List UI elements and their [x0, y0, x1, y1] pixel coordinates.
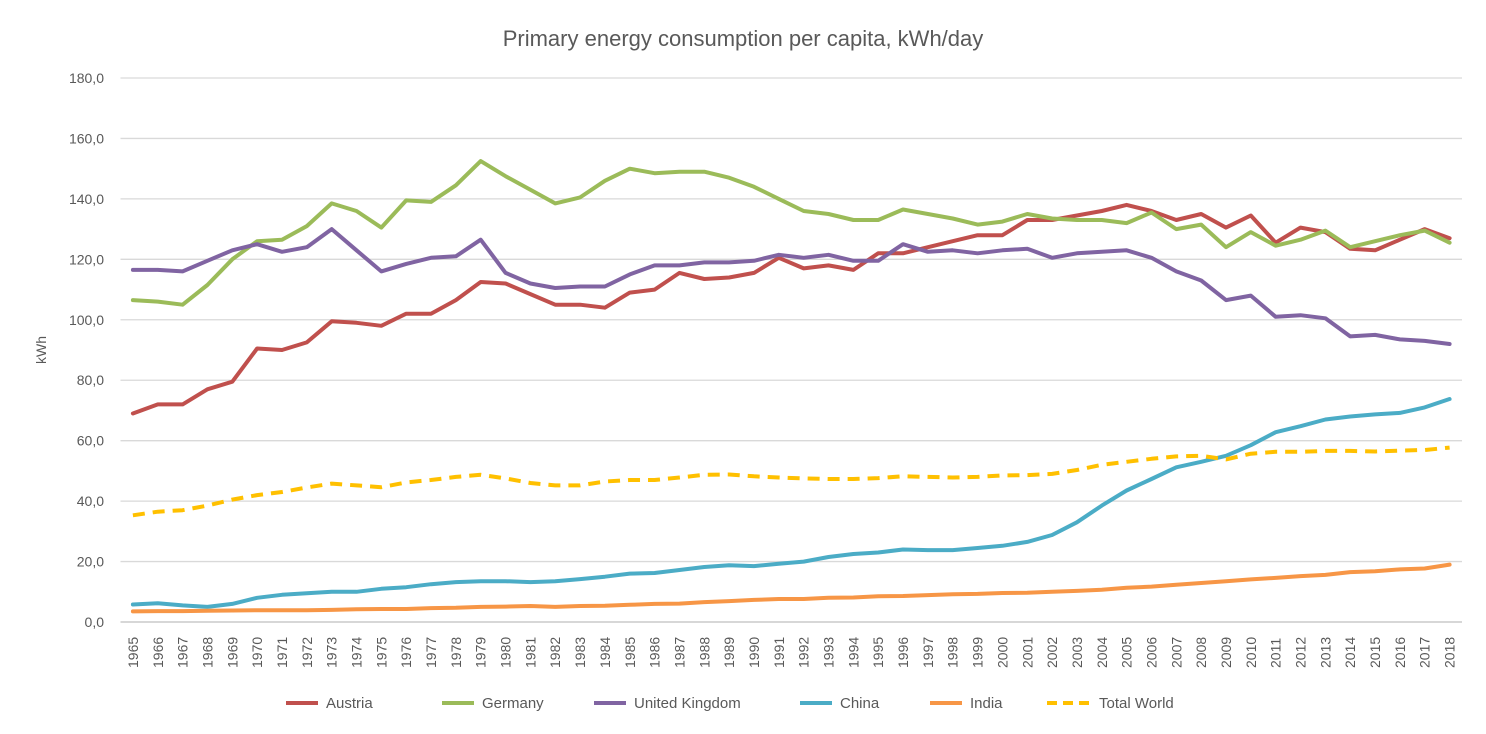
x-tick-label: 2008	[1193, 637, 1209, 668]
legend-label: China	[840, 695, 880, 712]
x-tick-label: 1965	[125, 637, 141, 668]
x-tick-label: 1969	[224, 637, 240, 668]
x-tick-label: 2009	[1218, 637, 1234, 668]
x-tick-labels: 1965 1966 1967 1968 1969 1970 1971 1972 1973 1974…	[125, 637, 1458, 668]
x-tick-label: 1990	[746, 637, 762, 668]
y-tick-label: 20,0	[77, 554, 104, 570]
x-tick-label: 1983	[572, 637, 588, 668]
x-tick-label: 1999	[970, 637, 986, 668]
series-line-total-world	[132, 445, 1450, 518]
y-tick-label: 160,0	[69, 130, 104, 146]
series-lines	[130, 159, 1452, 614]
x-tick-label: 2015	[1367, 637, 1383, 668]
x-tick-label: 1989	[721, 637, 737, 668]
x-tick-label: 1997	[920, 637, 936, 668]
y-tick-label: 100,0	[69, 312, 104, 328]
gridlines	[120, 77, 1462, 623]
x-tick-label: 2011	[1268, 638, 1284, 668]
x-tick-label: 2003	[1069, 637, 1085, 668]
x-tick-label: 1975	[373, 637, 389, 668]
series-line-germany	[130, 159, 1452, 307]
x-tick-label: 2014	[1342, 637, 1358, 668]
legend-label: Austria	[326, 695, 373, 712]
x-tick-label: 1971	[274, 637, 290, 668]
x-tick-label: 2005	[1119, 637, 1135, 668]
legend: Austria Germany United Kingdom China India To…	[286, 695, 1174, 712]
x-tick-label: 2007	[1168, 637, 1184, 668]
series-line-india	[130, 562, 1452, 614]
legend-label: India	[970, 695, 1003, 712]
y-tick-label: 120,0	[69, 251, 104, 267]
x-tick-label: 1973	[324, 637, 340, 668]
x-tick-label: 2004	[1094, 637, 1110, 668]
chart-title: Primary energy consumption per capita, k…	[503, 26, 984, 51]
x-tick-label: 1974	[349, 637, 365, 668]
x-tick-label: 1979	[473, 637, 489, 668]
x-tick-label: 1976	[398, 637, 414, 668]
x-tick-label: 1970	[249, 637, 265, 668]
x-tick-label: 1968	[199, 637, 215, 668]
legend-item: China	[800, 695, 880, 712]
x-tick-label: 1981	[522, 637, 538, 668]
x-tick-label: 2017	[1417, 637, 1433, 668]
x-tick-label: 2000	[994, 637, 1010, 668]
x-tick-label: 1982	[547, 637, 563, 668]
x-tick-label: 1993	[821, 637, 837, 668]
legend-item: India	[930, 695, 1003, 712]
x-tick-label: 2012	[1293, 637, 1309, 668]
x-tick-label: 1991	[771, 637, 787, 668]
x-tick-label: 1967	[175, 637, 191, 668]
x-tick-label: 1995	[870, 637, 886, 668]
y-tick-labels: 0,0 20,0 40,0 60,0 80,0 100,0 120,0 140,0 160,0 1…	[69, 70, 104, 630]
x-tick-label: 1992	[796, 637, 812, 668]
x-tick-label: 1984	[597, 637, 613, 668]
x-tick-label: 2002	[1044, 637, 1060, 668]
x-tick-label: 1966	[150, 637, 166, 668]
y-axis-label: kWh	[33, 336, 49, 364]
x-tick-label: 1978	[448, 637, 464, 668]
legend-label: Total World	[1099, 695, 1174, 712]
x-tick-label: 1986	[647, 637, 663, 668]
x-tick-label: 1972	[299, 637, 315, 668]
x-tick-label: 1987	[671, 637, 687, 668]
legend-label: United Kingdom	[634, 695, 741, 712]
y-tick-label: 140,0	[69, 191, 104, 207]
y-tick-label: 80,0	[77, 372, 104, 388]
x-tick-label: 1985	[622, 637, 638, 668]
x-tick-label: 2018	[1442, 637, 1458, 668]
x-tick-label: 1994	[845, 637, 861, 668]
y-tick-label: 180,0	[69, 70, 104, 86]
x-tick-label: 2016	[1392, 637, 1408, 668]
legend-label: Germany	[482, 695, 544, 712]
y-tick-label: 40,0	[77, 493, 104, 509]
x-tick-label: 1977	[423, 637, 439, 668]
x-tick-label: 1996	[895, 637, 911, 668]
x-tick-label: 1980	[498, 637, 514, 668]
series-line-austria	[130, 202, 1452, 416]
x-tick-label: 1998	[945, 637, 961, 668]
x-tick-label: 2010	[1243, 637, 1259, 668]
legend-item: United Kingdom	[594, 695, 741, 712]
y-tick-label: 0,0	[85, 614, 105, 630]
legend-item: Austria	[286, 695, 373, 712]
series-line-united-kingdom	[130, 227, 1452, 346]
y-tick-label: 60,0	[77, 433, 104, 449]
x-tick-label: 2001	[1019, 637, 1035, 668]
legend-item: Total World	[1047, 695, 1174, 712]
x-tick-label: 2006	[1143, 637, 1159, 668]
x-tick-label: 2013	[1317, 637, 1333, 668]
series-line-china	[130, 397, 1452, 609]
x-tick-label: 1988	[696, 637, 712, 668]
legend-item: Germany	[442, 695, 544, 712]
